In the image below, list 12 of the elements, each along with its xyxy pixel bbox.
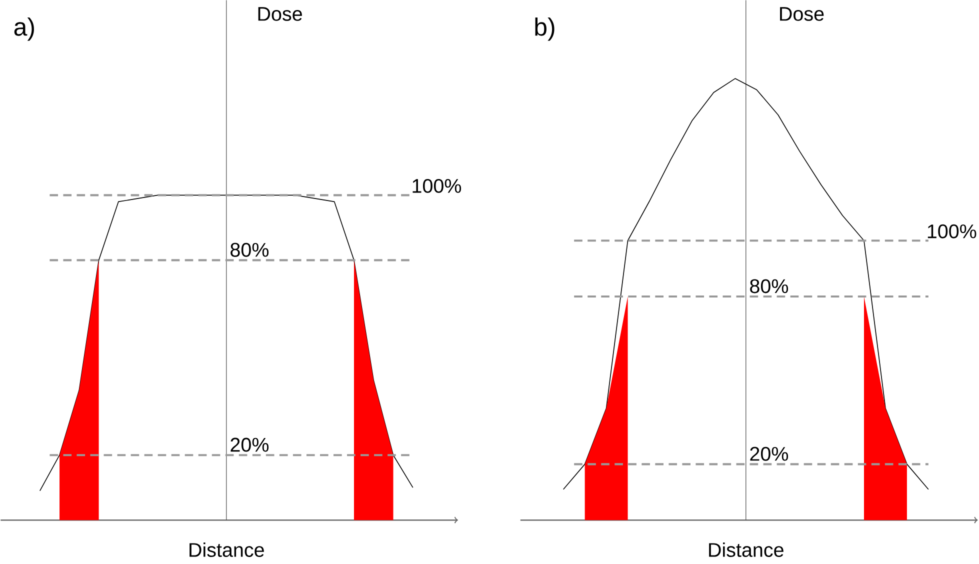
ref-line-label: 100% — [928, 224, 976, 239]
ref-line-label: 20% — [750, 447, 788, 462]
x-axis-title: Distance — [709, 542, 784, 558]
y-axis-title: Dose — [258, 7, 302, 22]
ref-line-label: 20% — [230, 438, 269, 452]
ref-line-label: 80% — [750, 279, 788, 294]
ref-line-label: 100% — [412, 179, 462, 194]
y-axis-title: Dose — [780, 7, 824, 22]
ref-line-label: 80% — [230, 243, 269, 258]
text: b) — [535, 18, 554, 41]
x-axis-title: Distance — [190, 542, 264, 558]
text: a) — [14, 18, 34, 41]
